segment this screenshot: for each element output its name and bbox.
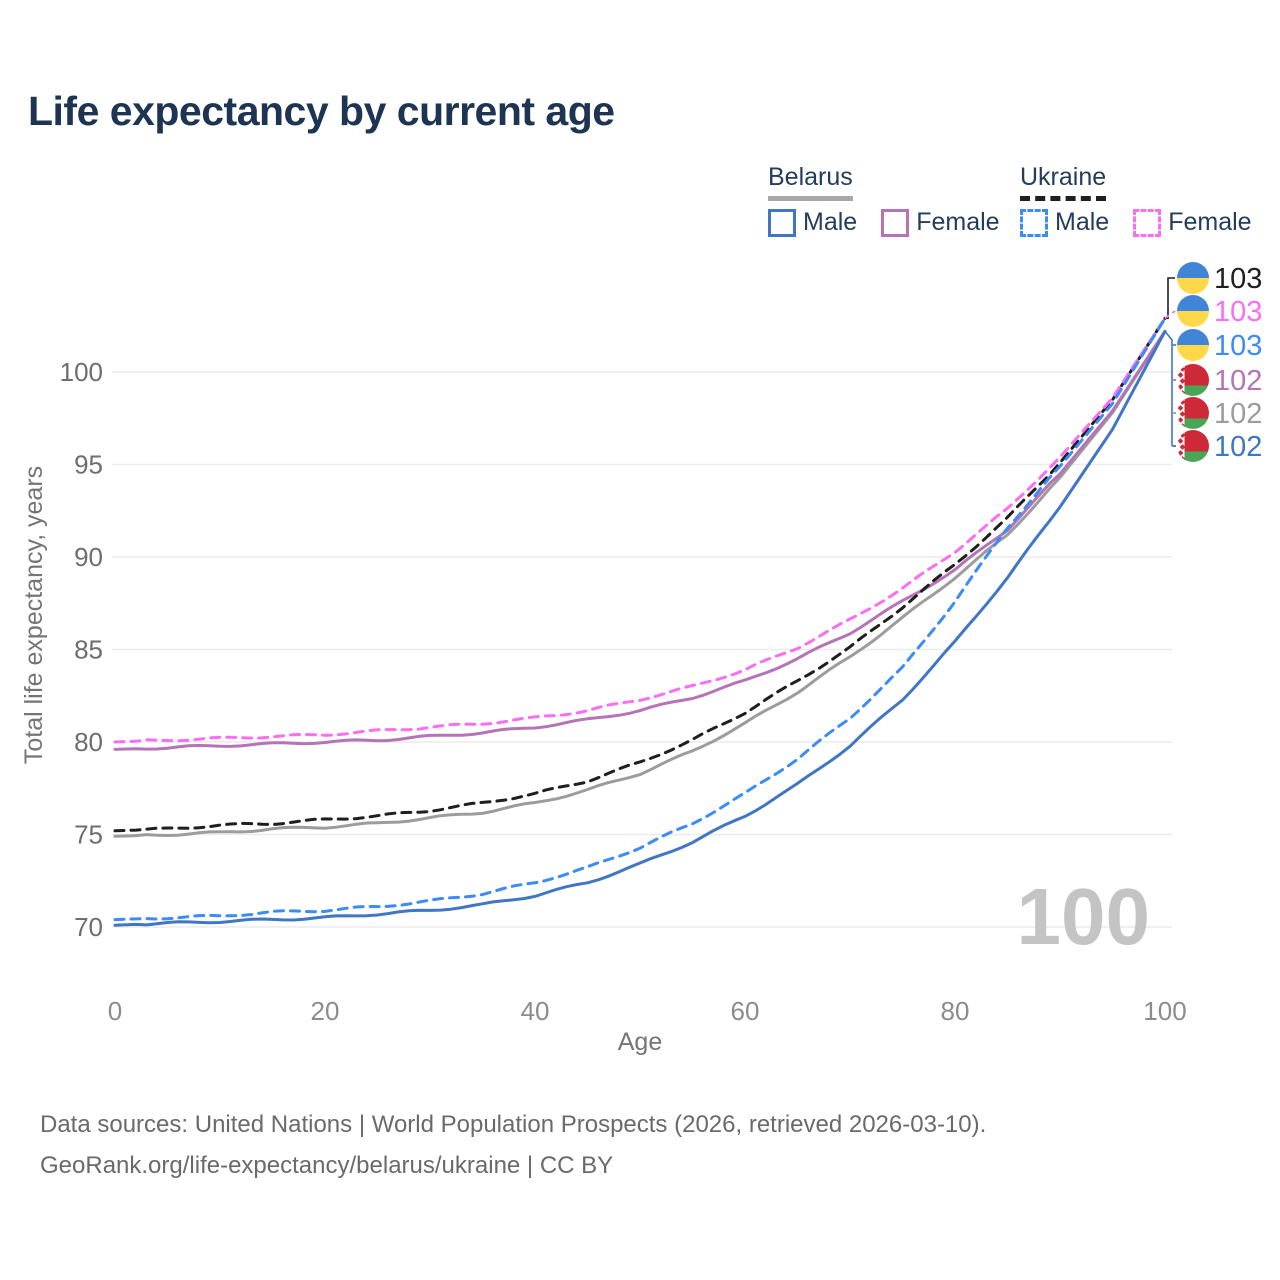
legend: Belarus Male Female Ukraine Male [0,163,1280,243]
leader-line-bracket [1164,330,1173,446]
x-tick-label: 60 [731,996,760,1026]
x-tick-label: 100 [1143,996,1186,1026]
end-label-value: 103 [1214,330,1262,362]
footer-attribution-line: GeoRank.org/life-expectancy/belarus/ukra… [40,1152,614,1179]
legend-item-belarus-male[interactable]: Male [768,208,857,237]
ukraine-female-swatch-icon [1133,208,1162,237]
leader-line-ukraine-female [1164,310,1176,320]
series-line-belarus-total [113,329,1167,838]
footer: Data sources: United Nations | World Pop… [40,1104,986,1186]
end-label-value: 102 [1214,365,1262,397]
y-tick-label: 70 [74,912,103,942]
end-label-value: 102 [1214,398,1262,430]
y-tick-label: 95 [74,450,103,480]
x-tick-label: 40 [521,996,550,1026]
end-label-flag-ukraine-icon [1177,262,1209,294]
end-label-flag-belarus-icon [1177,364,1209,396]
x-axis-title: Age [618,1028,662,1056]
y-tick-label: 85 [74,635,103,665]
belarus-female-swatch-icon [881,208,910,237]
page-title: Life expectancy by current age [28,88,615,134]
legend-header-belarus: Belarus [768,163,853,201]
legend-items-ukraine: Male Female [1020,208,1252,237]
belarus-male-swatch-icon [768,208,796,237]
legend-header-ukraine: Ukraine [1020,163,1107,201]
series-line-ukraine-male [113,316,1167,922]
series-line-belarus-female [113,329,1167,751]
series-line-belarus-male [113,329,1167,927]
legend-item-belarus-female[interactable]: Female [881,208,1000,237]
end-label-flag-belarus-icon [1177,397,1209,429]
end-label-flag-ukraine-icon [1177,329,1209,361]
x-tick-label: 0 [108,996,122,1026]
legend-label-belarus-male: Male [803,208,858,236]
legend-items-belarus: Male Female [768,208,1000,237]
legend-label-ukraine-male: Male [1055,208,1110,236]
legend-group-belarus: Belarus Male Female [768,163,1000,237]
series-line-ukraine-total [113,316,1167,833]
ukraine-male-swatch-icon [1020,208,1048,237]
x-tick-label: 80 [941,996,970,1026]
y-axis-title: Total life expectancy, years [20,466,48,764]
end-label-value: 103 [1214,296,1262,328]
end-label-flag-belarus-icon [1177,430,1209,462]
series-line-ukraine-female [113,316,1167,744]
legend-group-ukraine: Ukraine Male Female [1020,163,1252,237]
y-tick-label: 90 [74,542,103,572]
y-tick-label: 75 [74,820,103,850]
footer-source-line: Data sources: United Nations | World Pop… [40,1111,987,1138]
x-tick-label: 20 [311,996,340,1026]
legend-item-ukraine-female[interactable]: Female [1133,208,1252,237]
y-tick-label: 100 [60,357,103,387]
legend-label-ukraine-female: Female [1168,208,1252,236]
end-label-flag-ukraine-icon [1177,295,1209,327]
watermark-text: 100 [1017,872,1150,961]
y-tick-label: 80 [74,727,103,757]
legend-item-ukraine-male[interactable]: Male [1020,208,1109,237]
end-label-value: 102 [1214,431,1262,463]
legend-label-belarus-female: Female [916,208,1000,236]
end-label-value: 103 [1214,263,1262,295]
